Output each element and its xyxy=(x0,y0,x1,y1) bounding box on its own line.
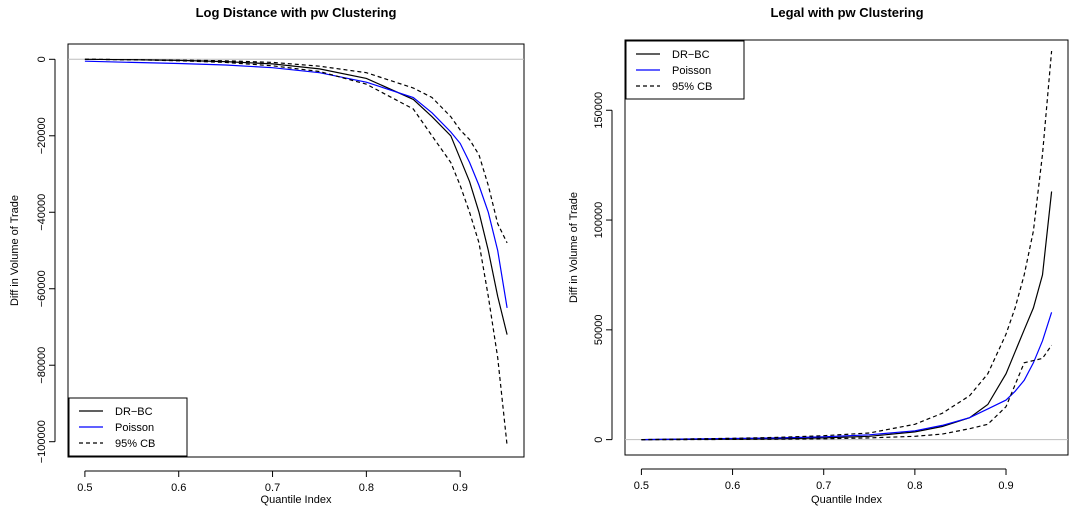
legend: DR−BC Poisson 95% CB xyxy=(625,40,745,100)
x-tick-label: 0.7 xyxy=(265,482,280,494)
y-tick-label: −80000 xyxy=(36,347,48,384)
series-line-1 xyxy=(84,58,508,335)
legend-label: 95% CB xyxy=(115,438,155,450)
legend-label: DR−BC xyxy=(672,49,710,61)
y-tick-label: −20000 xyxy=(36,117,48,154)
x-tick-label: 0.6 xyxy=(725,480,740,492)
y-tick-label: −40000 xyxy=(36,194,48,231)
x-tick-label: 0.5 xyxy=(77,482,92,494)
series-line-2 xyxy=(84,60,508,308)
x-tick-label: 0.8 xyxy=(359,482,374,494)
plot-frame xyxy=(67,43,525,458)
x-tick-label: 0.8 xyxy=(907,480,922,492)
y-axis-label: Diff in Volume of Trade xyxy=(9,195,21,306)
x-axis-label: Quantile Index xyxy=(811,494,882,506)
y-tick-label: −60000 xyxy=(36,270,48,307)
series-line-3 xyxy=(641,50,1053,441)
legend-label: DR−BC xyxy=(115,406,153,418)
y-tick-label: 150000 xyxy=(593,92,605,129)
chart-title: Log Distance with pw Clustering xyxy=(196,5,397,20)
x-tick-label: 0.5 xyxy=(634,480,649,492)
series-line-4 xyxy=(641,344,1053,441)
plot-frame xyxy=(624,39,1069,456)
y-tick-label: −100000 xyxy=(36,420,48,463)
y-tick-label: 100000 xyxy=(593,202,605,239)
series-line-3 xyxy=(84,58,508,244)
legend-label: Poisson xyxy=(672,65,711,77)
legend-label: 95% CB xyxy=(672,81,712,93)
y-tick-label: 0 xyxy=(593,437,605,443)
legend: DR−BC Poisson 95% CB xyxy=(68,397,188,457)
legend-label: Poisson xyxy=(115,422,154,434)
x-tick-label: 0.9 xyxy=(998,480,1013,492)
series-line-2 xyxy=(641,312,1053,441)
x-axis-label: Quantile Index xyxy=(261,494,332,506)
y-tick-label: 50000 xyxy=(593,315,605,346)
series-line-4 xyxy=(84,58,508,446)
chart-title: Legal with pw Clustering xyxy=(770,5,923,20)
y-tick-label: 0 xyxy=(36,56,48,62)
series-line-1 xyxy=(641,191,1053,441)
x-tick-label: 0.7 xyxy=(816,480,831,492)
chart-panel-1: Log Distance with pw Clustering Quantile … xyxy=(9,5,525,506)
chart-panel-2: Legal with pw Clustering Quantile Index Di… xyxy=(568,5,1069,506)
x-tick-label: 0.6 xyxy=(171,482,186,494)
x-tick-label: 0.9 xyxy=(453,482,468,494)
y-axis-label: Diff in Volume of Trade xyxy=(568,192,580,303)
